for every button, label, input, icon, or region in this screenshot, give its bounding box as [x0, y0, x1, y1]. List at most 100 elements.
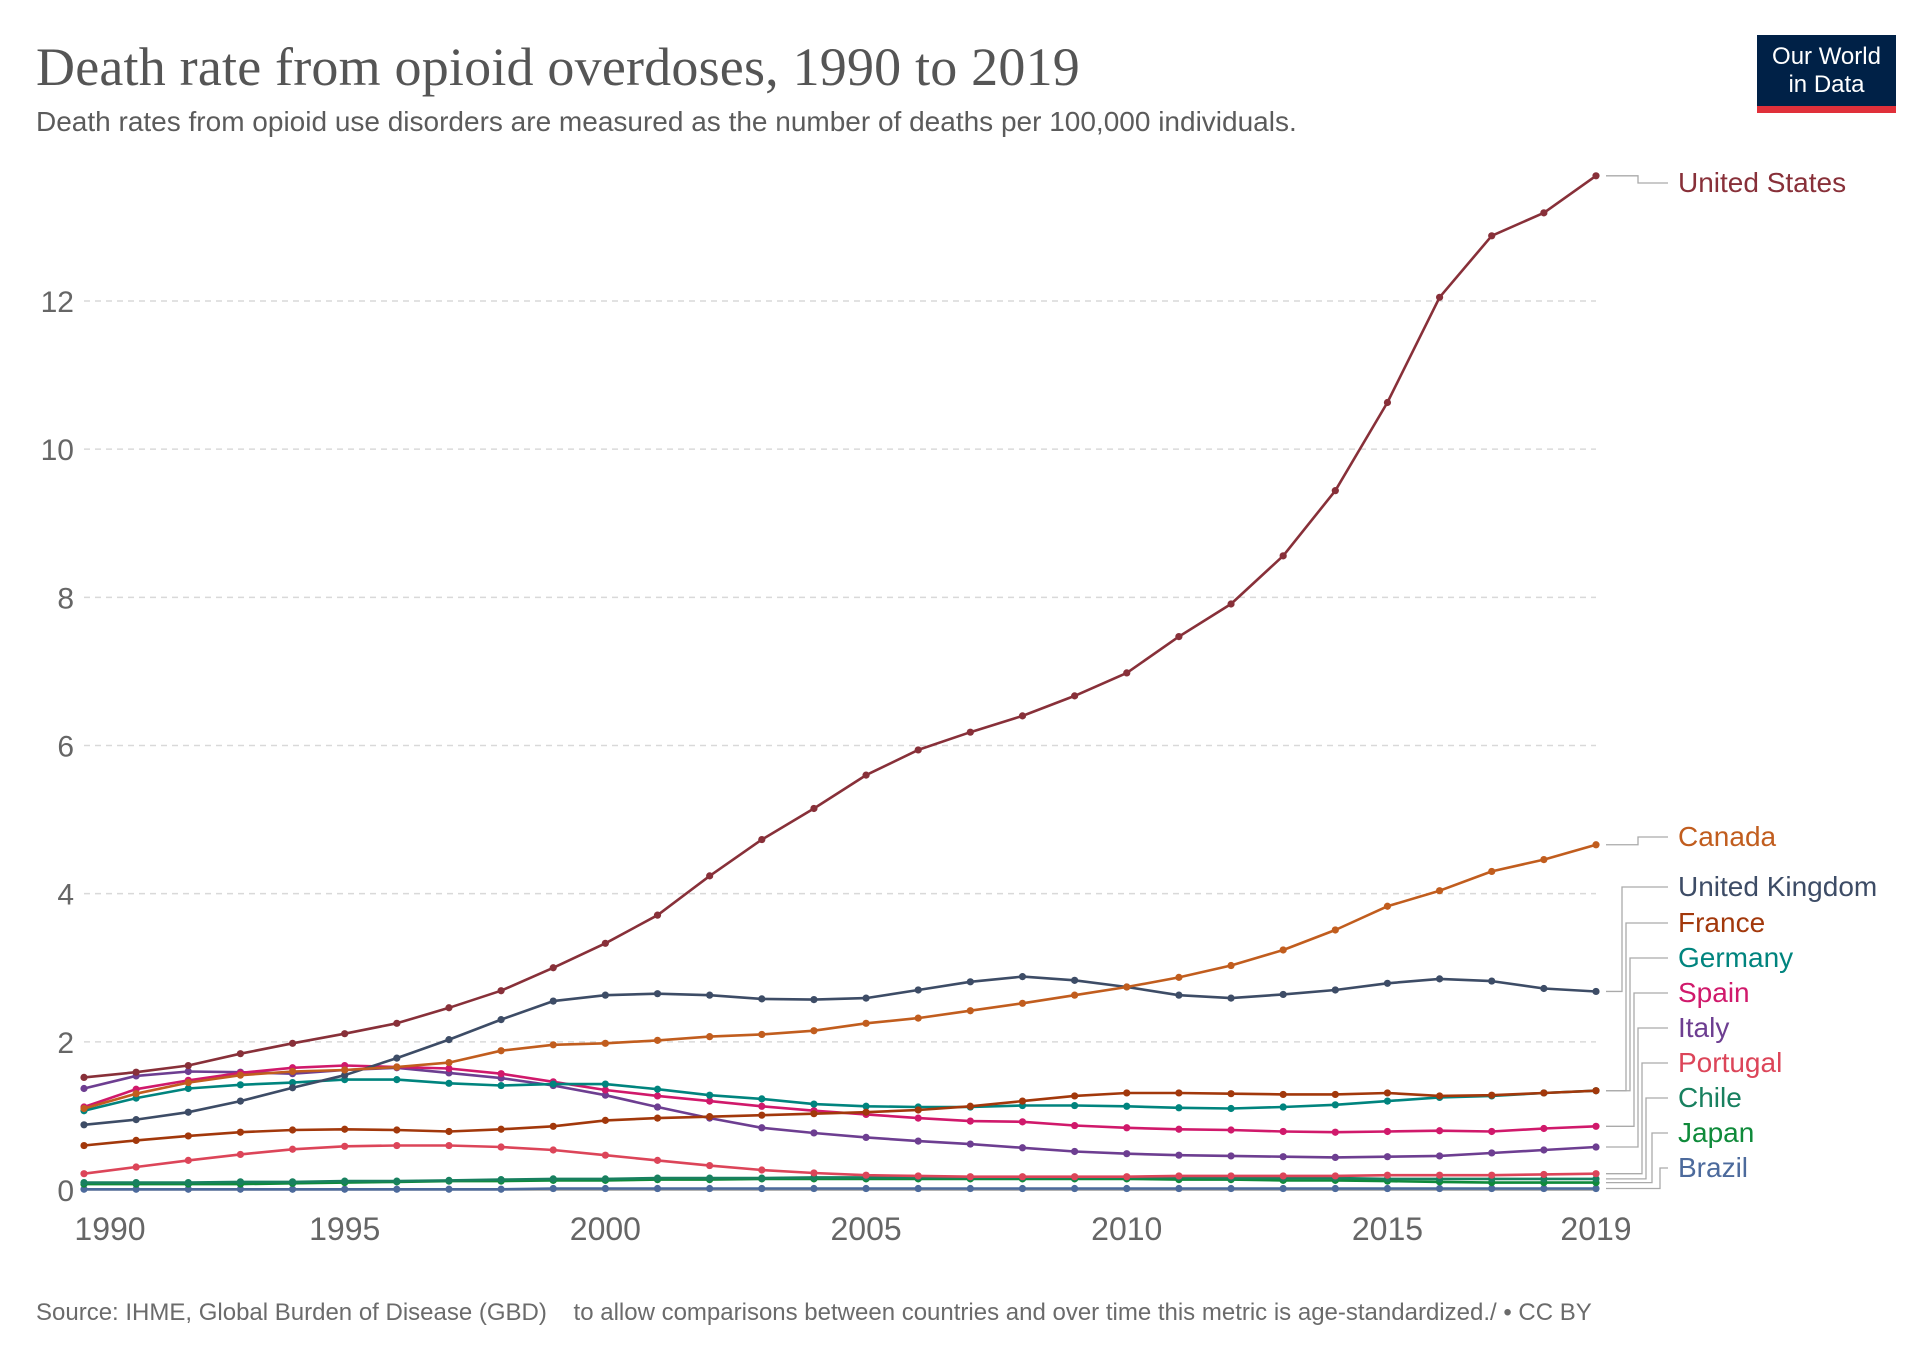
point-brazil-2016 — [1435, 1184, 1444, 1193]
series-line-united-kingdom — [83, 975, 1597, 1127]
series-line-japan — [84, 1177, 1596, 1186]
point-france-2011 — [1175, 1089, 1183, 1097]
point-united-states-2016 — [1435, 293, 1444, 301]
point-canada-2007 — [966, 1007, 974, 1015]
leader-line-spain — [1606, 992, 1668, 1127]
point-united-kingdom-1991 — [132, 1116, 140, 1124]
point-portugal-2001 — [653, 1156, 662, 1164]
point-italy-2012 — [1227, 1152, 1235, 1160]
point-france-2000 — [601, 1116, 609, 1124]
point-brazil-2003 — [758, 1184, 766, 1193]
point-united-states-2004 — [810, 804, 818, 813]
point-canada-1996 — [393, 1063, 401, 1071]
chart-subtitle: Death rates from opioid use disorders ar… — [36, 106, 1297, 137]
point-spain-2001 — [653, 1092, 662, 1100]
point-italy-2005 — [862, 1133, 870, 1142]
point-spain-2008 — [1018, 1118, 1027, 1126]
leader-line-brazil — [1606, 1167, 1668, 1190]
point-germany-2011 — [1175, 1104, 1183, 1112]
point-united-states-2001 — [653, 911, 662, 919]
point-italy-2017 — [1488, 1149, 1496, 1157]
point-germany-2015 — [1383, 1097, 1392, 1105]
point-chile-1990 — [80, 1178, 88, 1187]
point-united-states-1990 — [80, 1073, 88, 1081]
leader-line-italy — [1606, 1027, 1668, 1148]
point-chile-1999 — [549, 1175, 557, 1183]
point-chile-1992 — [184, 1178, 192, 1187]
point-united-states-1999 — [549, 964, 557, 972]
series-line-spain — [83, 1064, 1597, 1134]
point-brazil-2002 — [706, 1184, 714, 1193]
point-portugal-1993 — [236, 1150, 245, 1159]
series-label-japan: Japan — [1678, 1117, 1754, 1148]
point-germany-2012 — [1227, 1104, 1235, 1113]
point-chile-2000 — [601, 1175, 609, 1183]
leader-line-germany — [1606, 957, 1668, 1092]
point-chile-1993 — [236, 1178, 245, 1186]
series-line-united-states — [83, 174, 1597, 1079]
point-portugal-2013 — [1279, 1172, 1287, 1180]
point-united-states-2003 — [758, 835, 766, 844]
point-united-kingdom-1996 — [393, 1054, 401, 1062]
point-canada-2004 — [810, 1027, 818, 1035]
y-tick-2: 2 — [57, 1027, 74, 1060]
logo-line-2: in Data — [1788, 71, 1865, 98]
point-italy-2001 — [653, 1103, 662, 1111]
point-germany-2004 — [810, 1100, 818, 1108]
point-spain-2018 — [1540, 1124, 1548, 1133]
point-chile-2003 — [758, 1174, 766, 1182]
chart-title: Death rate from opioid overdoses, 1990 t… — [36, 37, 1080, 97]
point-france-2006 — [914, 1106, 922, 1114]
leader-line-japan — [1606, 1132, 1668, 1184]
series-line-france — [83, 1089, 1597, 1147]
point-brazil-2014 — [1331, 1184, 1339, 1193]
point-canada-2003 — [758, 1030, 766, 1039]
point-portugal-2008 — [1018, 1173, 1027, 1181]
point-united-states-1994 — [288, 1039, 297, 1047]
point-united-states-2006 — [914, 746, 922, 754]
point-portugal-2014 — [1331, 1172, 1339, 1180]
point-france-1991 — [132, 1136, 140, 1144]
point-united-kingdom-2005 — [862, 994, 870, 1002]
point-portugal-2003 — [758, 1166, 766, 1174]
point-germany-1999 — [549, 1080, 557, 1088]
point-canada-1998 — [497, 1047, 505, 1055]
point-germany-2002 — [706, 1091, 714, 1099]
point-brazil-1998 — [497, 1185, 505, 1193]
point-portugal-2009 — [1071, 1173, 1079, 1181]
point-chile-2019 — [1592, 1175, 1600, 1183]
point-canada-2017 — [1488, 867, 1496, 876]
point-united-states-2000 — [601, 939, 609, 947]
point-germany-1998 — [497, 1081, 505, 1090]
series-lines — [80, 172, 1600, 1193]
point-france-1996 — [393, 1126, 401, 1134]
point-brazil-2009 — [1071, 1184, 1079, 1193]
point-canada-2015 — [1383, 902, 1392, 910]
point-united-kingdom-2007 — [966, 978, 974, 986]
point-france-2004 — [810, 1110, 818, 1118]
point-italy-2004 — [810, 1129, 818, 1137]
point-portugal-2012 — [1227, 1172, 1235, 1180]
point-germany-2001 — [653, 1085, 662, 1093]
owid-logo[interactable]: Our World in Data — [1757, 35, 1896, 113]
point-portugal-1994 — [288, 1145, 297, 1153]
point-france-2015 — [1383, 1089, 1392, 1097]
point-brazil-1994 — [288, 1185, 297, 1193]
series-label-united-kingdom: United Kingdom — [1678, 871, 1877, 902]
point-portugal-1992 — [184, 1156, 192, 1164]
x-tick-2005: 2005 — [830, 1211, 901, 1247]
point-united-kingdom-1992 — [184, 1108, 192, 1116]
point-france-1992 — [184, 1132, 192, 1140]
x-tick-labels: 1990 1995 2000 2005 2010 2015 2019 — [74, 1211, 1631, 1247]
point-spain-2002 — [706, 1097, 714, 1105]
point-canada-2005 — [862, 1019, 870, 1027]
point-france-1993 — [236, 1128, 245, 1136]
point-united-states-2005 — [862, 771, 870, 779]
point-italy-2014 — [1331, 1153, 1339, 1162]
series-label-spain: Spain — [1678, 977, 1750, 1008]
point-canada-2001 — [653, 1036, 662, 1044]
point-united-states-1993 — [236, 1050, 245, 1058]
point-brazil-2006 — [914, 1184, 922, 1193]
point-spain-2012 — [1227, 1126, 1235, 1134]
series-label-brazil: Brazil — [1678, 1152, 1748, 1183]
